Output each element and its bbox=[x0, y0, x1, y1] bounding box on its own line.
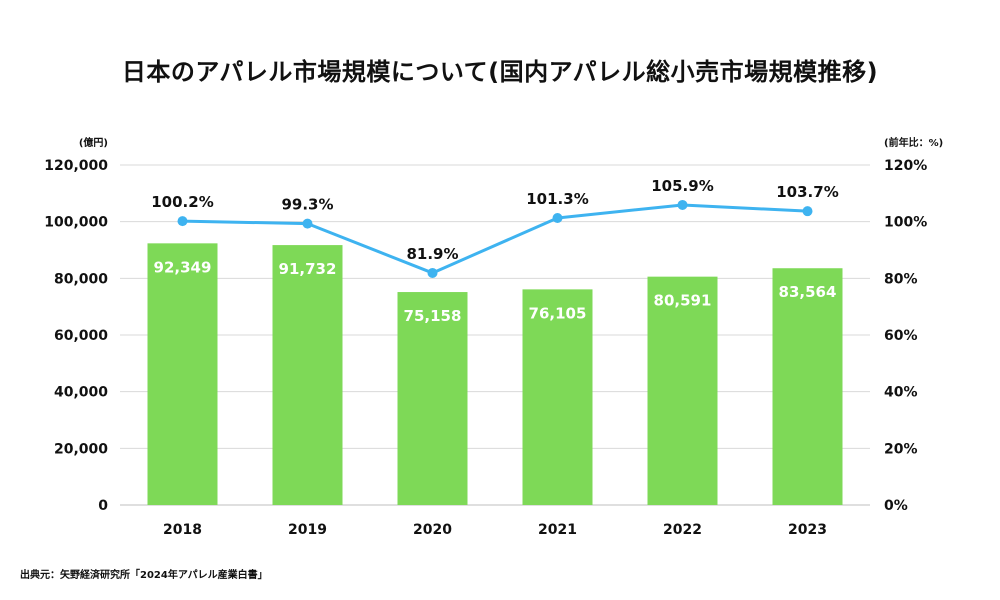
line-series: 100.2% 99.3% 81.9% 101.3% 105.9% 103.7% bbox=[151, 177, 839, 278]
line-point bbox=[302, 218, 313, 229]
left-axis-tick-label: 80,000 bbox=[54, 271, 108, 287]
left-axis-tick-label: 40,000 bbox=[54, 385, 108, 401]
bar bbox=[272, 245, 343, 506]
line-path bbox=[182, 203, 808, 275]
x-axis-tick-label: 2020 bbox=[413, 522, 452, 538]
right-axis-tick-label: 40% bbox=[884, 385, 918, 401]
left-axis-tick-label: 100,000 bbox=[44, 215, 108, 231]
right-axis-tick-label: 100% bbox=[884, 215, 927, 231]
left-axis-unit-label: (億円) bbox=[79, 136, 108, 149]
x-axis-tick-label: 2021 bbox=[538, 522, 577, 538]
bar-value-label: 91,732 bbox=[279, 260, 337, 278]
axes: 0 0% 20,000 20% 40,000 40% 60,000 60% 80,000 80% 1… bbox=[44, 136, 943, 538]
bar-value-label: 75,158 bbox=[404, 307, 462, 325]
line-value-label: 105.9% bbox=[651, 177, 713, 195]
bar-value-label: 80,591 bbox=[654, 292, 712, 310]
x-axis-tick-label: 2019 bbox=[288, 522, 327, 538]
right-axis-tick-label: 0% bbox=[884, 498, 908, 514]
left-axis-tick-label: 120,000 bbox=[44, 158, 108, 174]
right-axis-unit-label: (前年比：%) bbox=[884, 136, 943, 149]
line-value-label: 100.2% bbox=[151, 193, 213, 211]
left-axis-tick-label: 60,000 bbox=[54, 328, 108, 344]
x-axis-tick-label: 2018 bbox=[163, 522, 202, 538]
right-axis-tick-label: 20% bbox=[884, 441, 918, 457]
line-point bbox=[677, 199, 688, 210]
line-point bbox=[177, 216, 188, 227]
right-axis-tick-label: 120% bbox=[884, 158, 927, 174]
bar-value-label: 92,349 bbox=[154, 258, 212, 276]
bar-series: 92,349 91,732 75,158 76,105 80,591 83,564 bbox=[147, 243, 843, 506]
line-value-label: 81.9% bbox=[406, 245, 458, 263]
bar-value-label: 76,105 bbox=[529, 304, 587, 322]
x-axis-tick-label: 2023 bbox=[788, 522, 827, 538]
line-value-label: 101.3% bbox=[526, 190, 588, 208]
left-axis-tick-label: 0 bbox=[98, 498, 108, 514]
bar-value-label: 83,564 bbox=[779, 283, 837, 301]
line-value-label: 99.3% bbox=[281, 196, 333, 214]
line-value-label: 103.7% bbox=[776, 183, 838, 201]
line-point bbox=[552, 212, 563, 223]
bar bbox=[522, 289, 593, 505]
line-point bbox=[802, 206, 813, 217]
left-axis-tick-label: 20,000 bbox=[54, 441, 108, 457]
right-axis-tick-label: 60% bbox=[884, 328, 918, 344]
right-axis-tick-label: 80% bbox=[884, 271, 918, 287]
bar bbox=[397, 292, 468, 505]
gridlines bbox=[120, 164, 870, 506]
bar bbox=[772, 268, 843, 505]
chart-title: 日本のアパレル市場規模について(国内アパレル総小売市場規模推移) bbox=[121, 58, 879, 86]
x-axis-tick-label: 2022 bbox=[663, 522, 702, 538]
bar bbox=[147, 243, 218, 506]
line-point bbox=[427, 267, 438, 278]
source-note: 出典元：矢野経済研究所「2024年アパレル産業白書」 bbox=[20, 570, 268, 581]
bar bbox=[647, 276, 718, 505]
